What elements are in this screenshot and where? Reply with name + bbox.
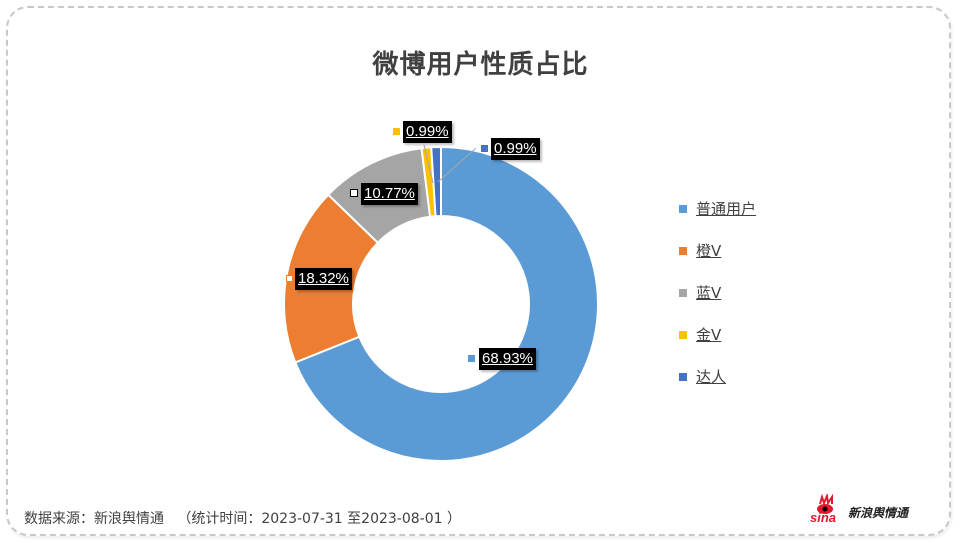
legend-item-daren[interactable]: 达人 (679, 366, 756, 408)
legend-label: 达人 (696, 368, 727, 386)
legend-item-chengv[interactable]: 橙V (679, 240, 756, 282)
legend-label: 蓝V (696, 284, 722, 302)
leader-line-daren (437, 147, 477, 183)
sina-yuqingtong-logo: sina 新浪舆情通 (808, 492, 938, 525)
logo-text: 新浪舆情通 (848, 506, 909, 520)
data-source-note: 数据来源：新浪舆情通 （统计时间：2023-07-31 至2023-08-01 … (24, 511, 461, 527)
legend-item-putong[interactable]: 普通用户 (679, 198, 756, 240)
legend-swatch (679, 289, 687, 297)
data-label-daren: 0.99% (491, 138, 540, 160)
data-label-lanv: 10.77% (361, 183, 418, 205)
svg-text:sina: sina (810, 510, 836, 524)
label-key-daren (481, 145, 488, 152)
label-key-chengv (286, 275, 293, 282)
data-label-chengv: 18.32% (295, 268, 352, 290)
data-label-putong: 68.93% (479, 348, 536, 370)
chart-legend: 普通用户 橙V 蓝V 金V 达人 (679, 198, 756, 408)
label-key-putong (468, 355, 475, 362)
donut-slice-4[interactable] (430, 145, 442, 218)
chart-title: 微博用户性质占比 (372, 50, 589, 80)
legend-label: 橙V (696, 242, 722, 260)
data-label-jinv: 0.99% (403, 121, 452, 143)
label-key-lanv (350, 189, 358, 197)
label-key-jinv (393, 128, 400, 135)
legend-swatch (679, 373, 687, 381)
leader-line-jinv (423, 144, 434, 184)
legend-label: 普通用户 (696, 200, 757, 218)
legend-item-lanv[interactable]: 蓝V (679, 282, 756, 324)
legend-swatch (679, 331, 687, 339)
legend-label: 金V (696, 326, 722, 344)
legend-item-jinv[interactable]: 金V (679, 324, 756, 366)
donut-slice-0[interactable] (293, 145, 599, 462)
donut-slices (283, 145, 599, 462)
legend-swatch (679, 247, 687, 255)
sina-eye-icon: sina (810, 492, 836, 525)
legend-swatch (679, 205, 687, 213)
